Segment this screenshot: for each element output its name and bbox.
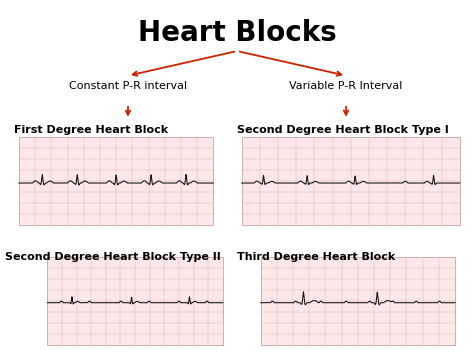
Text: Heart Blocks: Heart Blocks: [137, 19, 337, 48]
Text: First Degree Heart Block: First Degree Heart Block: [14, 125, 168, 135]
Bar: [242, 137, 460, 225]
Bar: [47, 257, 223, 345]
Text: Third Degree Heart Block: Third Degree Heart Block: [237, 252, 395, 262]
Text: Second Degree Heart Block Type II: Second Degree Heart Block Type II: [5, 252, 220, 262]
Text: Variable P-R Interval: Variable P-R Interval: [289, 81, 403, 91]
Text: Second Degree Heart Block Type I: Second Degree Heart Block Type I: [237, 125, 449, 135]
Text: Constant P-R interval: Constant P-R interval: [69, 81, 187, 91]
Bar: [19, 137, 213, 225]
Bar: [261, 257, 455, 345]
